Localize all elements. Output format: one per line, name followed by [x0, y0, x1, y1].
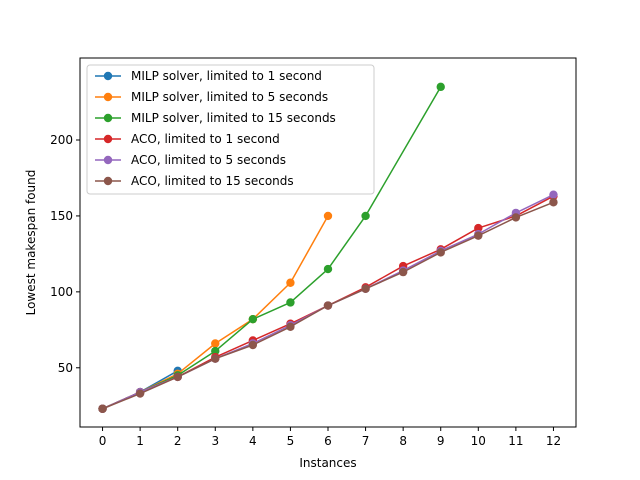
series-line-2	[102, 215, 329, 410]
y-tick-label: 100	[50, 285, 73, 299]
legend-label: MILP solver, limited to 5 seconds	[131, 90, 328, 104]
legend-marker	[103, 92, 113, 102]
legend-box	[86, 64, 375, 195]
data-point	[436, 82, 445, 92]
legend-marker	[103, 176, 113, 186]
x-tick-label: 3	[211, 434, 219, 448]
data-point	[211, 354, 220, 363]
x-tick-label: 6	[324, 434, 332, 448]
x-tick-label: 0	[99, 434, 107, 448]
data-point	[361, 284, 370, 294]
data-point	[398, 267, 408, 277]
x-tick-label: 4	[249, 434, 257, 448]
series-layer	[98, 82, 558, 413]
data-point	[323, 211, 333, 221]
x-tick-label: 9	[437, 434, 445, 448]
data-point	[211, 339, 220, 348]
legend-label: ACO, limited to 15 seconds	[131, 174, 294, 188]
x-tick-label: 7	[362, 434, 370, 448]
data-point	[474, 231, 483, 240]
data-point	[474, 223, 483, 233]
data-point	[323, 301, 333, 310]
x-axis-ticks: 0 1 2 3 4 5 6 7 8 9 10 11 12	[99, 427, 561, 448]
legend-marker	[103, 134, 113, 144]
x-axis-label: Instances	[299, 456, 356, 470]
y-tick-label: 150	[50, 209, 73, 223]
data-point	[286, 298, 295, 307]
x-tick-label: 12	[546, 434, 561, 448]
data-point	[549, 190, 558, 199]
data-point	[549, 198, 558, 207]
x-tick-label: 1	[136, 434, 144, 448]
data-point	[248, 340, 258, 350]
legend-label: ACO, limited to 5 seconds	[131, 153, 286, 167]
x-tick-label: 10	[471, 434, 486, 448]
x-tick-label: 8	[399, 434, 407, 448]
x-tick-label: 5	[287, 434, 295, 448]
data-point	[248, 314, 258, 324]
data-point	[98, 404, 107, 413]
data-point	[286, 322, 295, 331]
data-point	[173, 372, 182, 382]
legend-label: MILP solver, limited to 15 seconds	[131, 111, 336, 125]
y-tick-label: 200	[50, 133, 73, 147]
data-point	[323, 264, 333, 274]
x-tick-label: 11	[508, 434, 523, 448]
y-tick-label: 50	[58, 361, 73, 375]
legend-marker	[103, 155, 113, 165]
data-point	[436, 248, 445, 257]
data-point	[361, 211, 370, 221]
legend-label: ACO, limited to 1 second	[131, 132, 280, 146]
y-axis-label: Lowest makespan found	[24, 170, 38, 316]
data-point	[286, 278, 295, 287]
legend: MILP solver, limited to 1 second MILP sol…	[86, 64, 375, 195]
data-point	[511, 213, 521, 222]
legend-marker	[103, 71, 113, 81]
data-point	[211, 346, 220, 356]
legend-label: MILP solver, limited to 1 second	[131, 69, 322, 83]
data-point	[135, 389, 145, 398]
y-axis-ticks: 50 100 150 200	[50, 133, 80, 375]
x-tick-label: 2	[174, 434, 182, 448]
legend-marker	[103, 113, 113, 123]
